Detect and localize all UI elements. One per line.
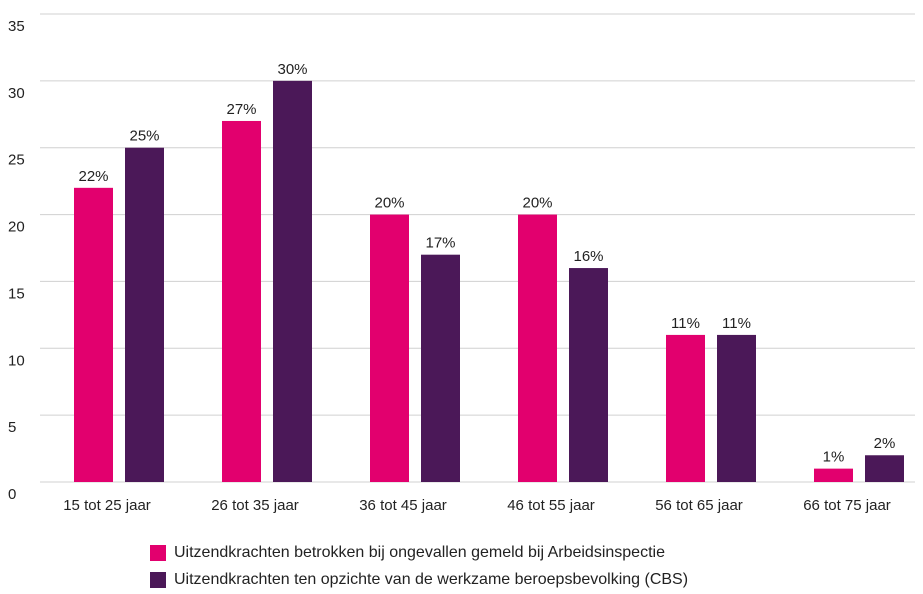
y-tick-label: 15 — [8, 285, 25, 302]
bar — [814, 468, 853, 482]
bar — [421, 254, 460, 482]
value-label: 1% — [823, 449, 845, 466]
y-tick-label: 20 — [8, 219, 25, 236]
y-tick-label: 0 — [8, 486, 16, 503]
bar — [222, 120, 261, 482]
x-tick-label: 56 tot 65 jaar — [655, 497, 743, 514]
y-tick-label: 5 — [8, 419, 16, 436]
bar — [569, 268, 608, 482]
value-label: 20% — [522, 195, 552, 212]
legend-swatch — [150, 545, 166, 561]
legend-label: Uitzendkrachten betrokken bij ongevallen… — [174, 544, 665, 561]
bar — [865, 455, 904, 482]
value-label: 17% — [425, 235, 455, 252]
bar — [717, 334, 756, 482]
value-label: 2% — [874, 435, 896, 452]
value-label: 11% — [722, 315, 751, 332]
value-label: 27% — [226, 101, 256, 118]
bar — [666, 334, 705, 482]
legend-label: Uitzendkrachten ten opzichte van de werk… — [174, 571, 688, 588]
legend-swatch — [150, 572, 166, 588]
y-tick-label: 35 — [8, 18, 25, 35]
value-label: 16% — [573, 248, 603, 265]
bar — [518, 214, 557, 483]
value-label: 11% — [671, 315, 700, 332]
x-tick-label: 26 tot 35 jaar — [211, 497, 299, 514]
bar — [74, 187, 113, 483]
value-label: 22% — [78, 168, 108, 185]
y-tick-label: 10 — [8, 352, 25, 369]
value-label: 25% — [129, 128, 159, 145]
bar — [273, 80, 312, 482]
y-tick-label: 25 — [8, 152, 25, 169]
x-tick-label: 66 tot 75 jaar — [803, 497, 891, 514]
x-tick-label: 46 tot 55 jaar — [507, 497, 595, 514]
y-tick-label: 30 — [8, 85, 25, 102]
x-tick-label: 36 tot 45 jaar — [359, 497, 447, 514]
value-label: 30% — [277, 61, 307, 78]
bar — [370, 214, 409, 483]
value-label: 20% — [374, 195, 404, 212]
x-tick-label: 15 tot 25 jaar — [63, 497, 151, 514]
bar — [125, 147, 164, 482]
